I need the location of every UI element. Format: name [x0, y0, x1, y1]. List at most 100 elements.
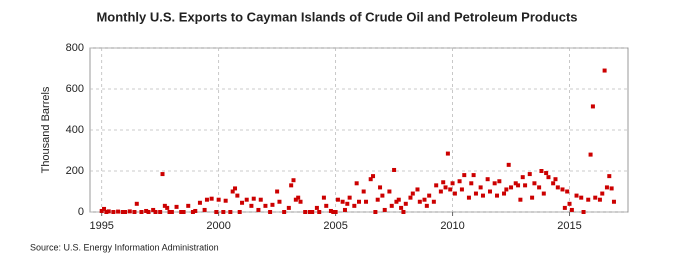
point: [473, 191, 478, 196]
point: [167, 210, 172, 214]
point: [340, 199, 345, 204]
point: [375, 197, 380, 202]
point: [480, 193, 485, 198]
point: [469, 181, 474, 186]
point: [293, 197, 298, 202]
point: [153, 210, 158, 214]
point: [237, 210, 242, 214]
point: [244, 197, 249, 202]
point: [317, 210, 322, 214]
point: [216, 197, 221, 202]
y-tick-label: 200: [66, 165, 84, 177]
point: [544, 171, 549, 176]
point: [361, 189, 366, 194]
point: [228, 210, 233, 214]
point: [197, 200, 202, 205]
point: [586, 197, 591, 202]
point: [214, 210, 219, 214]
point: [492, 181, 497, 186]
point: [497, 179, 502, 184]
x-tick-label: 2010: [440, 220, 464, 232]
point: [202, 207, 207, 212]
point: [607, 174, 612, 179]
point: [574, 193, 579, 198]
point: [116, 209, 121, 214]
point: [352, 203, 357, 208]
point: [165, 205, 170, 210]
point: [410, 191, 415, 196]
point: [179, 210, 184, 214]
point: [123, 210, 128, 214]
point: [457, 179, 462, 184]
point: [506, 162, 511, 167]
point: [233, 186, 238, 191]
point: [162, 203, 167, 208]
point: [357, 199, 361, 204]
point: [452, 191, 457, 196]
point: [347, 195, 352, 200]
point: [604, 185, 609, 190]
point: [382, 207, 387, 212]
point: [415, 187, 420, 192]
point: [251, 196, 256, 201]
y-tick-label: 0: [78, 206, 84, 218]
point: [104, 210, 109, 214]
point: [139, 210, 144, 214]
point: [441, 180, 446, 185]
point: [434, 183, 439, 188]
point: [258, 197, 263, 202]
point: [120, 210, 125, 214]
point: [513, 181, 518, 186]
point: [333, 210, 338, 214]
point: [537, 185, 542, 190]
point: [394, 199, 399, 204]
x-tick-label: 1995: [89, 220, 113, 232]
point: [520, 175, 525, 180]
point: [378, 185, 383, 190]
point: [516, 183, 521, 188]
point: [106, 209, 111, 214]
point: [307, 210, 312, 214]
point: [567, 201, 572, 206]
point: [328, 208, 333, 213]
point: [111, 210, 116, 214]
point: [134, 201, 139, 206]
point: [263, 203, 268, 208]
point: [190, 210, 195, 214]
point: [555, 185, 560, 190]
point: [342, 207, 347, 212]
point: [324, 203, 329, 208]
plot-area: [89, 47, 629, 213]
point: [611, 199, 616, 204]
point: [448, 187, 453, 192]
point: [569, 207, 574, 212]
point: [221, 210, 226, 214]
point: [588, 152, 593, 157]
point: [502, 191, 507, 196]
point: [504, 187, 509, 192]
point: [99, 208, 104, 213]
point: [389, 203, 394, 208]
point: [443, 185, 448, 190]
point: [527, 172, 532, 177]
point: [270, 202, 275, 207]
point: [256, 207, 261, 212]
point: [541, 191, 546, 196]
point: [204, 197, 209, 202]
point: [310, 210, 315, 214]
point: [387, 189, 392, 194]
point: [462, 173, 467, 178]
point: [282, 210, 287, 214]
point: [609, 186, 614, 191]
point: [289, 183, 294, 188]
y-axis-label: Thousand Barrels: [40, 86, 52, 173]
y-tick-label: 400: [66, 124, 84, 136]
point: [230, 189, 235, 194]
point: [597, 197, 602, 202]
point: [364, 199, 369, 204]
point: [450, 181, 455, 186]
point: [579, 195, 584, 200]
x-tick-label: 2015: [557, 220, 581, 232]
point: [373, 210, 378, 214]
